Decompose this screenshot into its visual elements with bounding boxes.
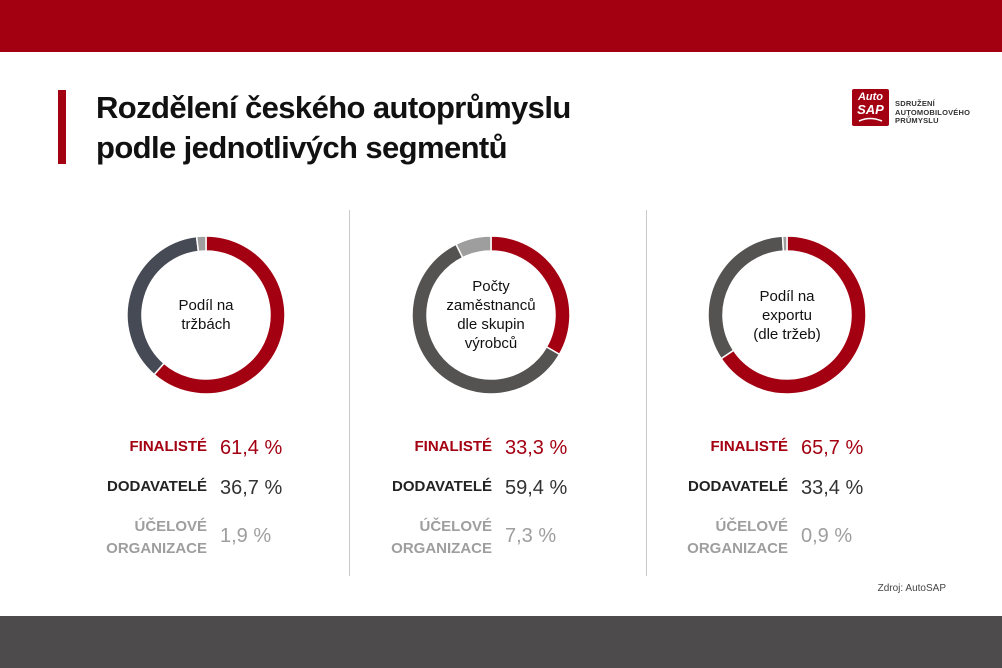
logo-text-line: AUTOMOBILOVÉHO [895, 107, 971, 117]
slice-dodavatele [707, 235, 785, 360]
value-dodavatele: 59,4 % [505, 477, 568, 499]
label-dodavatele: DODAVATELÉ [392, 478, 492, 495]
slice-ucelove-organizace [455, 235, 492, 259]
logo-text-line: SDRUŽENÍ [895, 99, 935, 108]
donut-chart-trzby [126, 235, 286, 395]
value-finaliste: 65,7 % [801, 437, 864, 459]
logo-mark-line1: Auto [857, 91, 884, 103]
top-banner [0, 0, 1002, 52]
logo-text: SDRUŽENÍ AUTOMOBILOVÉHO PRŮMYSLU [895, 99, 971, 126]
label-dodavatele: DODAVATELÉ [107, 478, 207, 495]
label-ucelove-organizace: ÚČELOVÉ ORGANIZACE [687, 518, 788, 557]
slice-dodavatele [126, 235, 200, 376]
value-ucelove-organizace: 7,3 % [505, 525, 557, 547]
logo-text-line: PRŮMYSLU [895, 116, 939, 125]
slice-finaliste [720, 235, 867, 395]
title-accent-bar [58, 90, 66, 164]
slice-finaliste [490, 235, 571, 356]
label-ucelove-organizace: ÚČELOVÉ ORGANIZACE [106, 518, 207, 557]
value-ucelove-organizace: 1,9 % [220, 525, 272, 547]
source-note: Zdroj: AutoSAP [877, 583, 946, 594]
value-dodavatele: 36,7 % [220, 477, 283, 499]
label-finaliste: FINALISTÉ [129, 438, 208, 455]
value-finaliste: 61,4 % [220, 437, 283, 459]
slice-ucelove-organizace [781, 235, 788, 252]
label-finaliste: FINALISTÉ [414, 438, 493, 455]
label-finaliste: FINALISTÉ [710, 438, 789, 455]
bottom-banner [0, 616, 1002, 668]
logo-mark: Auto SAP [852, 89, 889, 126]
panel-zamestnanci: Počty zaměstnanců dle skupin výrobců FIN… [342, 230, 640, 570]
panel-divider [646, 210, 647, 576]
panel-trzby: Podíl na tržbách FINALISTÉ 61,4 % DODAVA… [57, 230, 355, 570]
autosap-logo: Auto SAP SDRUŽENÍ AUTOMOBILOVÉHO PRŮMYSL… [852, 89, 992, 129]
donut-chart-export [707, 235, 867, 395]
value-ucelove-organizace: 0,9 % [801, 525, 853, 547]
slice-ucelove-organizace [195, 235, 207, 253]
value-dodavatele: 33,4 % [801, 477, 864, 499]
panel-export: Podíl na exportu (dle tržeb) FINALISTÉ 6… [638, 230, 936, 570]
panel-divider [349, 210, 350, 576]
label-ucelove-organizace: ÚČELOVÉ ORGANIZACE [391, 518, 492, 557]
value-finaliste: 33,3 % [505, 437, 568, 459]
page-title: Rozdělení českého autoprůmyslu podle jed… [96, 90, 571, 165]
donut-chart-zamestnanci [411, 235, 571, 395]
logo-swoosh-icon [858, 117, 883, 122]
logo-mark-line2: SAP [857, 102, 884, 117]
label-dodavatele: DODAVATELÉ [688, 478, 788, 495]
